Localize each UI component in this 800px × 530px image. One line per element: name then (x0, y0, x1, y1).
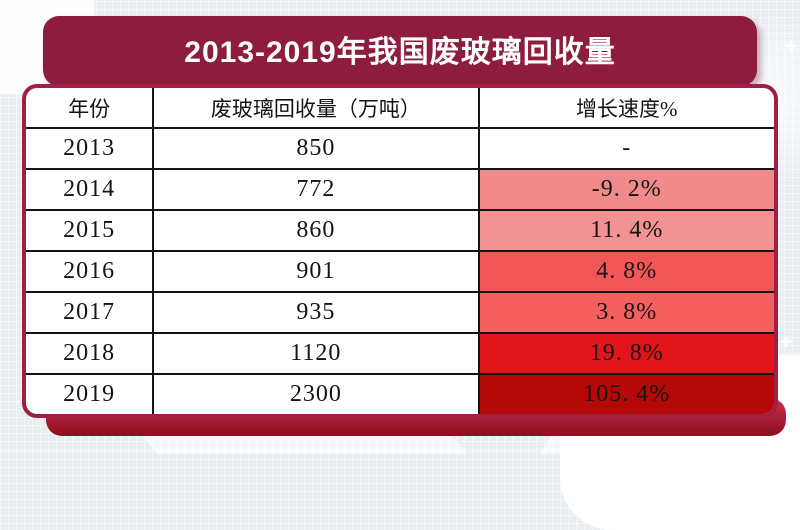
table-row: 2015 860 11. 4% (26, 209, 774, 253)
growth-cell: 4. 8% (477, 250, 774, 294)
column-header-growth: 增长速度% (477, 88, 774, 129)
growth-cell: 105. 4% (477, 373, 774, 414)
year-cell: 2019 (26, 373, 155, 414)
table-row: 2018 1120 19. 8% (26, 332, 774, 376)
growth-cell: 11. 4% (477, 209, 774, 253)
growth-cell: 3. 8% (477, 291, 774, 335)
growth-cell: -9. 2% (477, 168, 774, 212)
table-row: 2017 935 3. 8% (26, 291, 774, 335)
title-banner: 2013-2019年我国废玻璃回收量 (43, 16, 757, 86)
growth-cell: - (477, 126, 774, 171)
volume-cell: 1120 (152, 332, 480, 376)
table-card: 年份 废玻璃回收量（万吨） 增长速度% 2013 850-2014 772 -9. 2… (22, 84, 778, 418)
year-cell: 2013 (26, 126, 155, 171)
page-title: 2013-2019年我国废玻璃回收量 (184, 36, 616, 69)
sparkle-icon: + (779, 332, 794, 352)
volume-cell: 935 (152, 291, 480, 335)
table-body: 2013 850-2014 772 -9. 2% 2015 860 11. 4% 2016 90… (26, 126, 774, 414)
volume-cell: 850 (152, 126, 480, 171)
volume-cell: 901 (152, 250, 480, 294)
column-header-year: 年份 (26, 88, 155, 129)
year-cell: 2014 (26, 168, 155, 212)
table-row: 2013 850- (26, 126, 774, 171)
background-strip-left (142, 436, 468, 454)
year-cell: 2015 (26, 209, 155, 253)
year-cell: 2016 (26, 250, 155, 294)
volume-cell: 860 (152, 209, 480, 253)
year-cell: 2018 (26, 332, 155, 376)
table-row: 2016 901 4. 8% (26, 250, 774, 294)
growth-cell: 19. 8% (477, 332, 774, 376)
recycling-table: 年份 废玻璃回收量（万吨） 增长速度% 2013 850-2014 772 -9. 2… (26, 88, 774, 414)
sparkle-icon: + (784, 36, 799, 56)
table-header-row: 年份 废玻璃回收量（万吨） 增长速度% (26, 88, 774, 129)
column-header-volume: 废玻璃回收量（万吨） (152, 88, 480, 129)
background-strip-right (538, 436, 742, 454)
volume-cell: 2300 (152, 373, 480, 414)
year-cell: 2017 (26, 291, 155, 335)
volume-cell: 772 (152, 168, 480, 212)
table-row: 2019 2300 105. 4% (26, 373, 774, 414)
table-row: 2014 772 -9. 2% (26, 168, 774, 212)
